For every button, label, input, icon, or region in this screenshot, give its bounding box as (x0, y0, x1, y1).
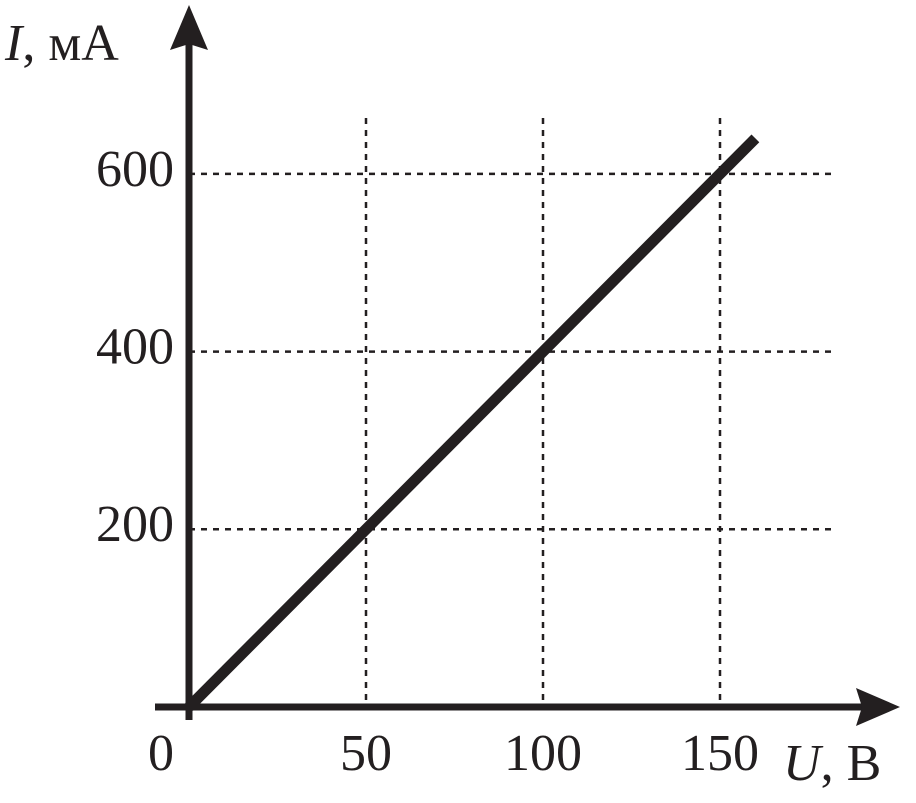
x-label-symbol: U (783, 735, 824, 792)
y-axis-arrow (170, 5, 208, 50)
x-tick-label: 100 (504, 725, 582, 782)
y-tick-label: 400 (96, 319, 174, 376)
y-tick-label: 200 (96, 496, 174, 553)
y-tick-label: 600 (96, 141, 174, 198)
y-label-symbol: I (4, 15, 25, 72)
y-axis-label: I, мА (4, 15, 119, 72)
y-label-unit: , мА (22, 15, 119, 72)
x-axis-arrow (856, 688, 900, 726)
data-line (185, 134, 760, 711)
x-tick-label: 0 (148, 725, 174, 782)
x-label-unit: , В (821, 735, 882, 792)
x-tick-label: 150 (681, 725, 759, 782)
x-tick-label: 50 (340, 725, 392, 782)
x-axis-label: U, В (783, 735, 881, 792)
